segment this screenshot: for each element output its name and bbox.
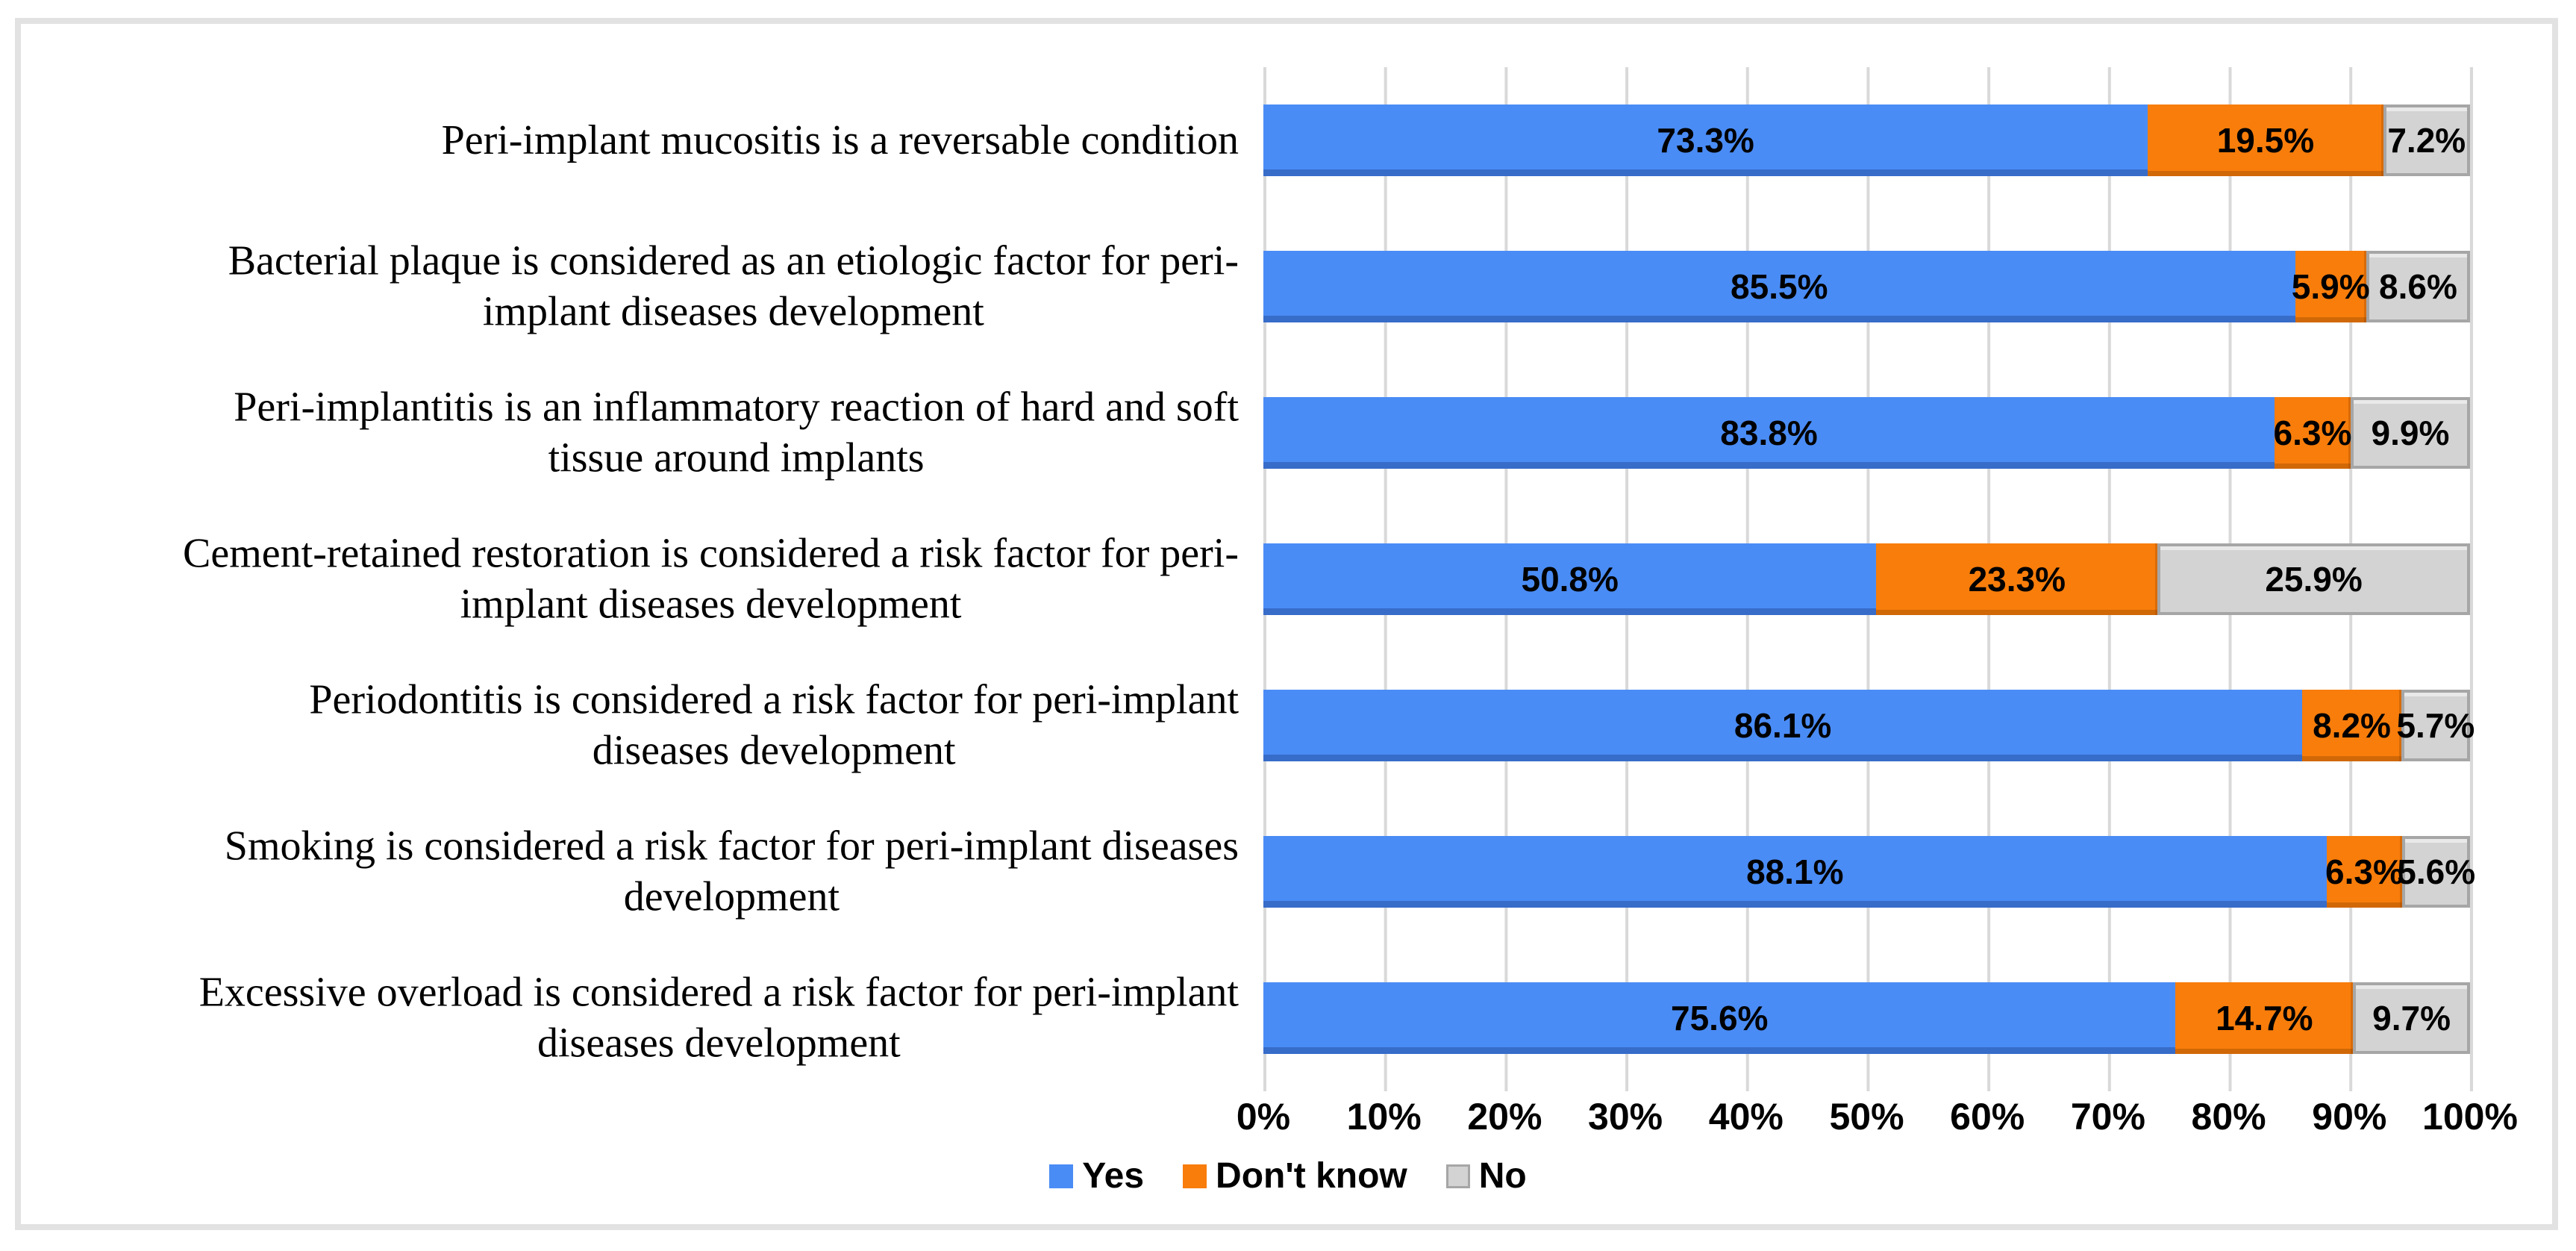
chart-row: Peri-implant mucositis is a reversable c… [0, 67, 2576, 213]
legend: Yes Don't know No [0, 1155, 2576, 1197]
category-label: Periodontitis is considered a risk facto… [309, 676, 1239, 774]
value-label: 50.8% [1521, 560, 1619, 599]
legend-swatch-icon [1049, 1164, 1074, 1188]
stacked-bar: 88.1% 6.3% 5.6% [1263, 836, 2475, 908]
bar-segment-yes: 88.1% [1263, 836, 2327, 908]
x-axis-tick-label: 30% [1588, 1096, 1663, 1138]
bar-segment-yes: 85.5% [1263, 251, 2295, 322]
chart-row: Smoking is considered a risk factor for … [0, 799, 2576, 945]
value-label: 5.7% [2396, 706, 2475, 745]
value-label: 19.5% [2216, 121, 2315, 160]
chart-row: Cement-retained restoration is considere… [0, 506, 2576, 652]
bar-segment-no: 7.2% [2383, 104, 2470, 176]
chart-row: Excessive overload is considered a risk … [0, 945, 2576, 1091]
chart-row: Peri-implantitis is an inflammatory reac… [0, 360, 2576, 506]
stacked-bar: 50.8% 23.3% 25.9% [1263, 543, 2470, 615]
value-label: 6.3% [2325, 852, 2404, 891]
x-axis-tick-label: 20% [1467, 1096, 1542, 1138]
bar-segment-no: 5.7% [2396, 690, 2475, 761]
x-axis-tick-label: 60% [1950, 1096, 2025, 1138]
value-label: 86.1% [1734, 706, 1832, 745]
x-axis: 0% 10% 20% 30% 40% 50% 60% 70% 80% 90% 100% [1237, 1095, 2518, 1147]
category-label: Peri-implant mucositis is a reversable c… [441, 116, 1239, 163]
x-axis-tick-label: 100% [2422, 1096, 2518, 1138]
value-label: 7.2% [2387, 121, 2466, 160]
bar-segment-don-t-know: 14.7% [2175, 982, 2354, 1054]
bar-segment-don-t-know: 6.3% [2325, 836, 2404, 908]
bar-segment-don-t-know: 5.9% [2292, 251, 2370, 322]
legend-label: Yes [1082, 1156, 1145, 1196]
category-label: Excessive overload is considered a risk … [198, 969, 1239, 1067]
legend-swatch-icon [1445, 1164, 1470, 1188]
value-label: 5.6% [2397, 852, 2476, 891]
bar-segment-yes: 83.8% [1263, 397, 2275, 469]
x-axis-tick-label: 10% [1346, 1096, 1422, 1138]
x-axis-tick-label: 90% [2312, 1096, 2387, 1138]
value-label: 14.7% [2216, 999, 2313, 1038]
bar-segment-yes: 75.6% [1263, 982, 2176, 1054]
legend-swatch-icon [1183, 1164, 1207, 1188]
x-axis-tick-label: 0% [1236, 1096, 1291, 1138]
bar-segment-no: 9.7% [2353, 982, 2470, 1054]
legend-item-don-t-know: Don't know [1183, 1155, 1407, 1197]
stacked-bar: 86.1% 8.2% 5.7% [1263, 690, 2475, 761]
bar-segment-no: 5.6% [2397, 836, 2475, 908]
bar-segment-don-t-know: 19.5% [2148, 104, 2383, 176]
value-label: 88.1% [1746, 852, 1844, 891]
bar-segment-no: 8.6% [2366, 251, 2470, 322]
value-label: 5.9% [2291, 267, 2370, 306]
legend-label: No [1478, 1156, 1527, 1196]
bar-segment-no: 9.9% [2350, 397, 2470, 469]
x-axis-tick-label: 40% [1708, 1096, 1783, 1138]
value-label: 23.3% [1968, 560, 2066, 599]
stacked-bar: 73.3% 19.5% 7.2% [1263, 104, 2470, 176]
legend-item-yes: Yes [1049, 1155, 1144, 1197]
stacked-bar: 83.8% 6.3% 9.9% [1263, 397, 2470, 469]
category-label: Bacterial plaque is considered as an eti… [228, 237, 1239, 335]
bar-segment-yes: 50.8% [1263, 543, 1877, 615]
category-label: Smoking is considered a risk factor for … [224, 823, 1239, 920]
value-label: 83.8% [1720, 414, 1818, 452]
bar-segment-don-t-know: 8.2% [2302, 690, 2401, 761]
category-label: Cement-retained restoration is considere… [183, 530, 1239, 628]
bar-segment-don-t-know: 23.3% [1876, 543, 2158, 615]
value-label: 85.5% [1731, 267, 1828, 306]
value-label: 75.6% [1671, 999, 1769, 1038]
x-axis-tick-label: 50% [1829, 1096, 1904, 1138]
legend-item-no: No [1445, 1155, 1527, 1197]
value-label: 6.3% [2273, 414, 2352, 452]
value-label: 25.9% [2265, 560, 2363, 599]
bar-segment-no: 25.9% [2157, 543, 2470, 615]
x-axis-tick-label: 80% [2191, 1096, 2266, 1138]
legend-label: Don't know [1216, 1156, 1407, 1196]
value-label: 8.2% [2313, 706, 2391, 745]
bar-rows: Peri-implant mucositis is a reversable c… [0, 67, 2576, 1091]
value-label: 9.9% [2371, 414, 2450, 452]
value-label: 9.7% [2372, 999, 2451, 1038]
value-label: 73.3% [1657, 121, 1754, 160]
x-axis-tick-label: 70% [2070, 1096, 2145, 1138]
stacked-bar: 85.5% 5.9% 8.6% [1263, 251, 2470, 322]
stacked-bar: 75.6% 14.7% 9.7% [1263, 982, 2470, 1054]
bar-segment-yes: 86.1% [1263, 690, 2303, 761]
bar-segment-don-t-know: 6.3% [2273, 397, 2352, 469]
category-label: Peri-implantitis is an inflammatory reac… [234, 384, 1239, 481]
bar-segment-yes: 73.3% [1263, 104, 2148, 176]
chart-row: Bacterial plaque is considered as an eti… [0, 213, 2576, 360]
value-label: 8.6% [2379, 267, 2457, 306]
chart-row: Periodontitis is considered a risk facto… [0, 652, 2576, 799]
